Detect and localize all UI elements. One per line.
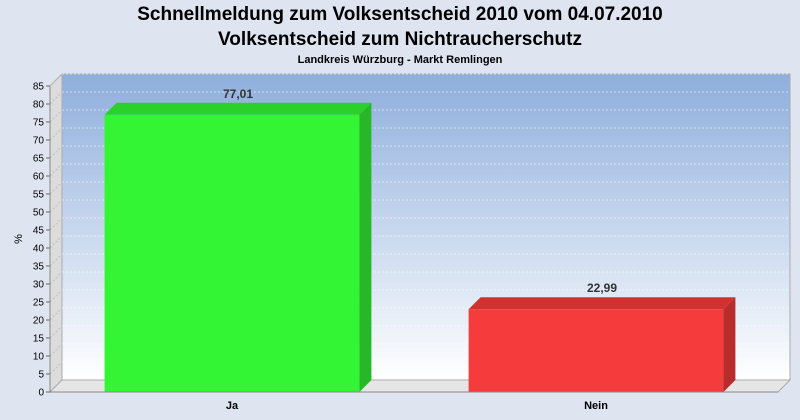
y-tick-label: 30 bbox=[33, 280, 45, 291]
gridline-side bbox=[49, 91, 63, 105]
y-tick-label: 85 bbox=[33, 82, 45, 93]
chart-subtitle: Volksentscheid zum Nichtraucherschutz bbox=[218, 29, 582, 50]
gridline-side bbox=[49, 271, 63, 285]
gridline-side bbox=[49, 181, 63, 195]
gridline-side bbox=[49, 235, 63, 249]
y-tick-label: 80 bbox=[33, 100, 45, 111]
y-tick-label: 35 bbox=[33, 262, 45, 273]
gridline-side bbox=[49, 307, 63, 321]
bar bbox=[468, 309, 724, 392]
bar-side bbox=[723, 297, 736, 392]
y-tick-label: 25 bbox=[33, 298, 45, 309]
gridline-side bbox=[49, 73, 63, 87]
y-tick-label: 0 bbox=[38, 388, 44, 399]
gridline-side bbox=[49, 289, 63, 303]
x-category-label: Ja bbox=[226, 400, 239, 412]
y-tick-label: 70 bbox=[33, 136, 45, 147]
chart-title: Schnellmeldung zum Volksentscheid 2010 v… bbox=[137, 4, 663, 25]
gridline-side bbox=[49, 199, 63, 213]
gridline-side bbox=[49, 217, 63, 231]
data-label: 22,99 bbox=[587, 281, 617, 295]
chart-region-label: Landkreis Würzburg - Markt Remlingen bbox=[297, 54, 503, 66]
bar-side bbox=[359, 102, 372, 392]
y-tick-label: 55 bbox=[33, 190, 45, 201]
bar-top bbox=[468, 297, 736, 310]
gridline-side bbox=[49, 145, 63, 159]
gridline-side bbox=[49, 127, 63, 141]
gridline-side bbox=[49, 325, 63, 339]
gridline-side bbox=[49, 343, 63, 357]
y-tick-label: 45 bbox=[33, 226, 45, 237]
data-label: 77,01 bbox=[223, 87, 253, 101]
y-tick-label: 5 bbox=[38, 370, 44, 381]
y-tick-label: 75 bbox=[33, 118, 45, 129]
y-tick-label: 20 bbox=[33, 316, 45, 327]
gridline-side bbox=[49, 109, 63, 123]
y-axis-label: % bbox=[13, 234, 25, 244]
bar bbox=[104, 114, 360, 392]
gridline-side bbox=[49, 253, 63, 267]
gridline-side bbox=[49, 361, 63, 375]
y-tick-label: 65 bbox=[33, 154, 45, 165]
gridline-side bbox=[49, 163, 63, 177]
y-tick-label: 50 bbox=[33, 208, 45, 219]
y-tick-label: 40 bbox=[33, 244, 45, 255]
plot-side-wall bbox=[49, 72, 63, 394]
y-tick-label: 10 bbox=[33, 352, 45, 363]
y-tick-label: 60 bbox=[33, 172, 45, 183]
bar-top bbox=[104, 102, 372, 115]
y-tick-label: 15 bbox=[33, 334, 45, 345]
x-category-label: Nein bbox=[584, 400, 608, 412]
